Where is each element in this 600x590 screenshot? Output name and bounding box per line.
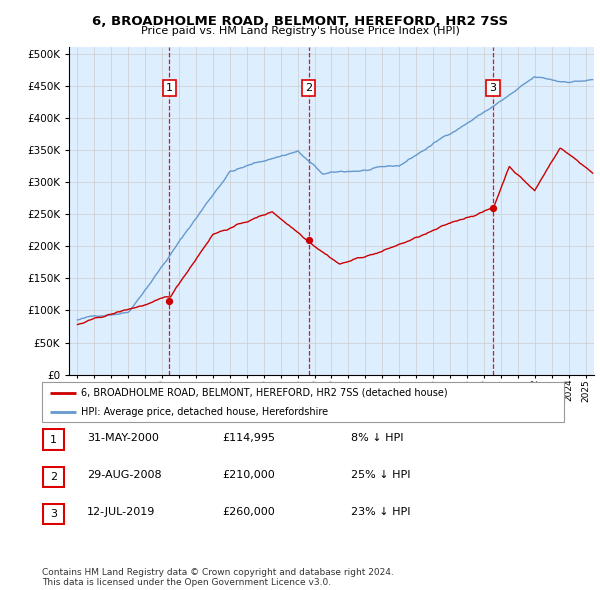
- Text: 6, BROADHOLME ROAD, BELMONT, HEREFORD, HR2 7SS: 6, BROADHOLME ROAD, BELMONT, HEREFORD, H…: [92, 15, 508, 28]
- Text: 6, BROADHOLME ROAD, BELMONT, HEREFORD, HR2 7SS (detached house): 6, BROADHOLME ROAD, BELMONT, HEREFORD, H…: [81, 388, 448, 398]
- Text: 1: 1: [50, 435, 57, 444]
- Point: [164, 296, 174, 306]
- Point: [488, 203, 497, 212]
- Text: 3: 3: [490, 83, 496, 93]
- Text: 12-JUL-2019: 12-JUL-2019: [87, 507, 155, 517]
- FancyBboxPatch shape: [43, 430, 64, 450]
- Text: 25% ↓ HPI: 25% ↓ HPI: [351, 470, 410, 480]
- Text: £114,995: £114,995: [222, 433, 275, 442]
- Text: Contains HM Land Registry data © Crown copyright and database right 2024.
This d: Contains HM Land Registry data © Crown c…: [42, 568, 394, 587]
- Text: 2: 2: [50, 472, 57, 481]
- Text: 3: 3: [50, 509, 57, 519]
- Text: Price paid vs. HM Land Registry's House Price Index (HPI): Price paid vs. HM Land Registry's House …: [140, 26, 460, 36]
- FancyBboxPatch shape: [43, 467, 64, 487]
- Text: 23% ↓ HPI: 23% ↓ HPI: [351, 507, 410, 517]
- Text: HPI: Average price, detached house, Herefordshire: HPI: Average price, detached house, Here…: [81, 407, 328, 417]
- Text: 2: 2: [305, 83, 313, 93]
- Text: £260,000: £260,000: [222, 507, 275, 517]
- Point: [304, 235, 314, 244]
- Text: 29-AUG-2008: 29-AUG-2008: [87, 470, 161, 480]
- Text: 1: 1: [166, 83, 173, 93]
- Text: 8% ↓ HPI: 8% ↓ HPI: [351, 433, 404, 442]
- FancyBboxPatch shape: [43, 504, 64, 524]
- Text: 31-MAY-2000: 31-MAY-2000: [87, 433, 159, 442]
- FancyBboxPatch shape: [42, 382, 564, 422]
- Text: £210,000: £210,000: [222, 470, 275, 480]
